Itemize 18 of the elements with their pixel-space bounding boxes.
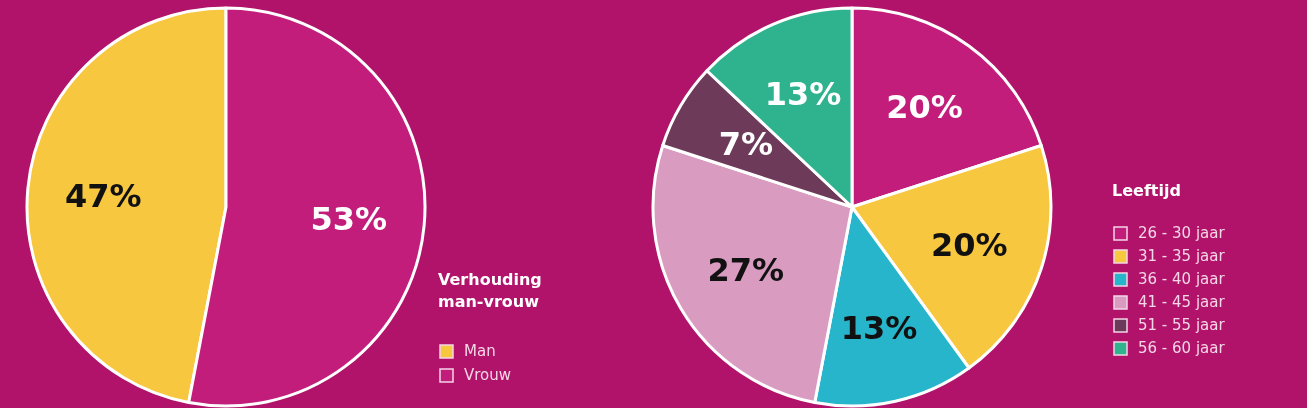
data-label: 47% <box>64 176 142 215</box>
data-label: 13% <box>840 308 918 347</box>
legend-label: 56 - 60 jaar <box>1138 339 1226 357</box>
legend-title: Leeftijd <box>1112 181 1181 200</box>
legend-title: Verhouding man-vrouw <box>438 270 542 311</box>
legend-label: 26 - 30 jaar <box>1138 224 1226 242</box>
data-label: 13% <box>764 74 842 113</box>
legend-label: Man <box>464 342 496 360</box>
legend-label: 51 - 55 jaar <box>1138 316 1226 334</box>
data-label: 53% <box>310 199 388 238</box>
legend-label: Vrouw <box>464 366 512 384</box>
legend-label: 41 - 45 jaar <box>1138 293 1226 311</box>
legend-label: 36 - 40 jaar <box>1138 270 1226 288</box>
data-label: 20% <box>931 226 1008 265</box>
data-label: 20% <box>886 88 963 127</box>
legend-label: 31 - 35 jaar <box>1138 247 1226 265</box>
data-label: 27% <box>707 251 785 290</box>
data-label: 7% <box>718 125 773 164</box>
